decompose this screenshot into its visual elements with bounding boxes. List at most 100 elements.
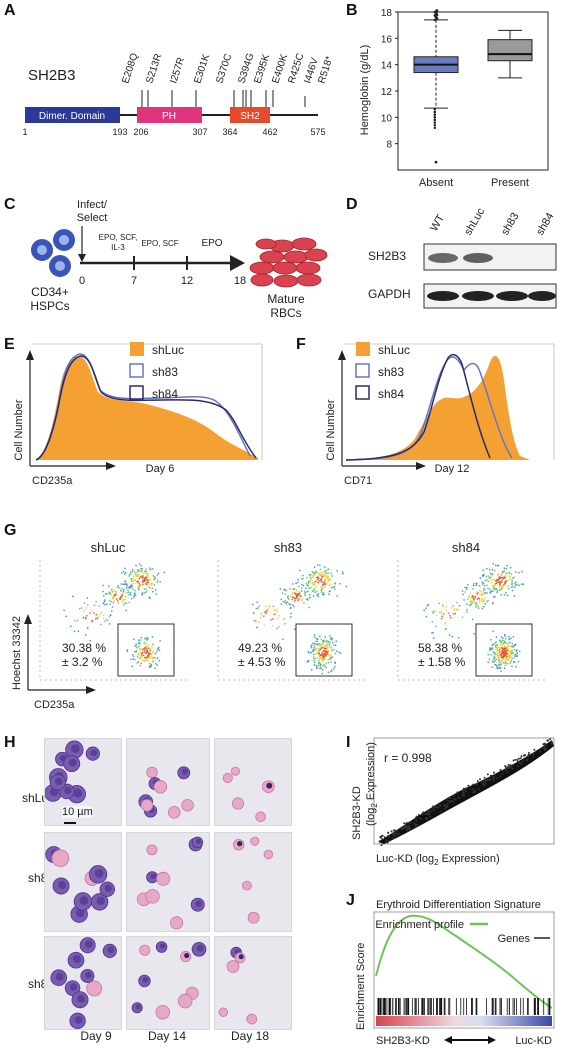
flow-event (73, 630, 76, 633)
flow-event (329, 657, 332, 660)
flow-event (502, 662, 505, 664)
flow-event (445, 609, 448, 611)
flow-event (496, 647, 498, 650)
scatter-point (479, 778, 482, 781)
flow-event (314, 572, 316, 574)
flow-event (138, 569, 140, 572)
flow-event (324, 579, 326, 581)
flow-event (289, 607, 292, 610)
flow-event (141, 570, 143, 572)
flow-event (95, 614, 97, 616)
e-legend-sh83: sh83 (152, 365, 178, 379)
flow-event (329, 646, 331, 649)
flow-event (474, 602, 476, 604)
flow-event (497, 564, 500, 567)
flow-event (322, 574, 324, 576)
scatter-point (508, 766, 511, 769)
cell (246, 1013, 258, 1025)
flow-event (511, 665, 513, 667)
flow-event (126, 586, 128, 588)
flow-event (505, 592, 507, 594)
flow-event (426, 604, 428, 607)
flow-event (511, 580, 513, 582)
flow-event (495, 584, 497, 586)
flow-event (329, 590, 331, 592)
flow-event (131, 570, 133, 573)
flow-event (152, 591, 154, 593)
flow-event (324, 573, 326, 575)
scatter-point (477, 787, 480, 790)
flow-event (502, 639, 504, 642)
micrograph-tile (126, 936, 210, 1030)
flow-event (333, 648, 335, 651)
flow-event (331, 669, 333, 672)
flow-event (313, 660, 315, 662)
flow-event (509, 656, 511, 658)
flow-event (492, 661, 494, 663)
flow-event (147, 651, 150, 654)
nucleus (195, 900, 203, 907)
cell (139, 944, 151, 956)
cell (51, 849, 70, 868)
flow-event (314, 573, 317, 575)
flow-event (495, 580, 497, 582)
flow-event (313, 649, 316, 651)
boxplot-boxes (413, 9, 533, 164)
flow-event (329, 583, 332, 585)
flow-event (309, 577, 311, 579)
scatter-point (409, 821, 412, 824)
flow-event (135, 644, 137, 646)
flow-event (152, 660, 154, 663)
flow-event (515, 655, 517, 657)
flow-event (333, 668, 335, 670)
flow-event (512, 577, 514, 579)
flow-event (312, 583, 314, 585)
flow-event (492, 563, 494, 565)
flow-event (503, 655, 506, 657)
flow-event (328, 578, 330, 581)
flow-event (500, 577, 502, 579)
scatter-point (484, 782, 487, 785)
flow-event (320, 571, 322, 574)
flow-event (116, 598, 118, 600)
flow-event (252, 611, 255, 614)
scatter-point (473, 790, 476, 793)
flow-event (504, 635, 506, 637)
flow-event (494, 656, 496, 659)
flow-event (339, 652, 342, 654)
flow-event (298, 598, 300, 600)
boxplot-frame (397, 11, 549, 171)
flow-event (496, 565, 499, 567)
flow-event (316, 666, 318, 668)
flow-event (470, 599, 472, 602)
flow-event (306, 576, 308, 579)
flow-event (491, 569, 494, 571)
flow-event (304, 590, 306, 593)
scatter-point (446, 798, 449, 801)
flow-event (147, 573, 149, 575)
scatter-point (501, 772, 504, 775)
flow-event (336, 570, 338, 572)
flow-event (473, 600, 475, 603)
flow-event (154, 653, 156, 655)
panel-e-histogram: Cell Number CD235a Day 6 shLuc sh83 sh84 (13, 342, 263, 487)
flow-event (323, 639, 325, 642)
flow-event (150, 584, 152, 586)
flow-event (322, 669, 324, 671)
flow-event (516, 652, 518, 654)
flow-event (293, 597, 295, 599)
flow-event (135, 574, 138, 576)
flow-event (325, 662, 328, 664)
nucleus (76, 908, 85, 918)
flow-event (86, 597, 89, 599)
panel-a-schematic: SH2B3 Dimer. Domain PH SH2 1 193 206 307… (22, 52, 335, 137)
flow-event (475, 591, 478, 593)
flow-event (114, 593, 117, 596)
flow-event (324, 646, 326, 648)
flow-event (146, 657, 149, 660)
scatter-point (439, 803, 442, 806)
flow-event (154, 667, 156, 670)
pos-364: 364 (222, 127, 237, 137)
flow-event (475, 606, 477, 608)
flow-event (502, 642, 504, 645)
